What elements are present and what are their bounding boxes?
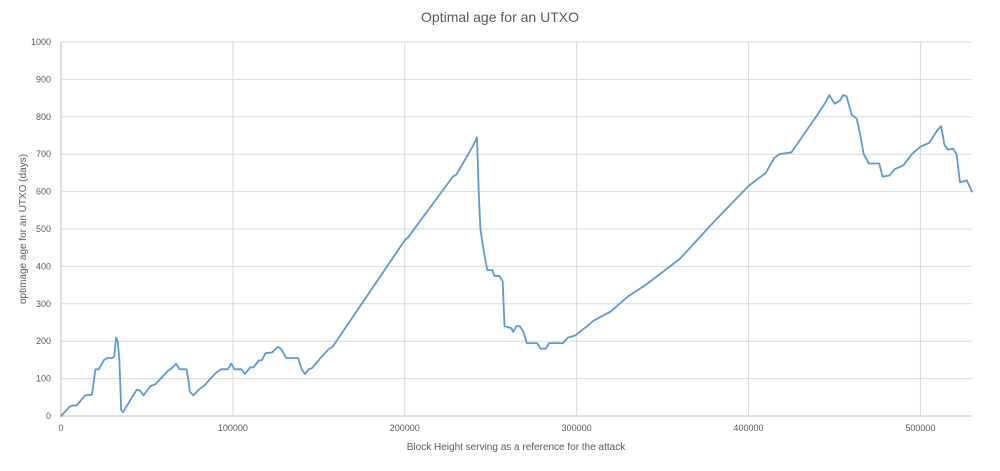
x-tick-label: 500000 [905, 423, 935, 433]
series-layer [60, 94, 973, 417]
y-tick-label: 1000 [31, 37, 51, 47]
x-tick-label: 400000 [734, 423, 764, 433]
y-tick-label: 200 [36, 336, 51, 346]
y-tick-label: 500 [36, 224, 51, 234]
y-tick-label: 800 [36, 112, 51, 122]
y-tick-label: 0 [46, 411, 51, 421]
y-tick-label: 600 [36, 187, 51, 197]
x-tick-label: 300000 [562, 423, 592, 433]
x-tick-label: 0 [58, 423, 63, 433]
series-line [60, 94, 973, 417]
x-tick-label: 100000 [218, 423, 248, 433]
y-tick-label: 900 [36, 74, 51, 84]
x-axis-label: Block Height serving as a reference for … [407, 442, 626, 453]
y-axis-label: optimage age for an UTXO (days) [18, 154, 29, 304]
chart-title: Optimal age for an UTXO [421, 9, 579, 25]
x-tick-label: 200000 [390, 423, 420, 433]
y-tick-label: 100 [36, 374, 51, 384]
y-tick-label: 700 [36, 149, 51, 159]
y-tick-label: 400 [36, 261, 51, 271]
gridlines [60, 41, 972, 417]
y-tick-label: 300 [36, 299, 51, 309]
tick-labels: 0 100 200 300 400 500 600 700 800 900 1000 0 100000 2… [31, 37, 935, 433]
